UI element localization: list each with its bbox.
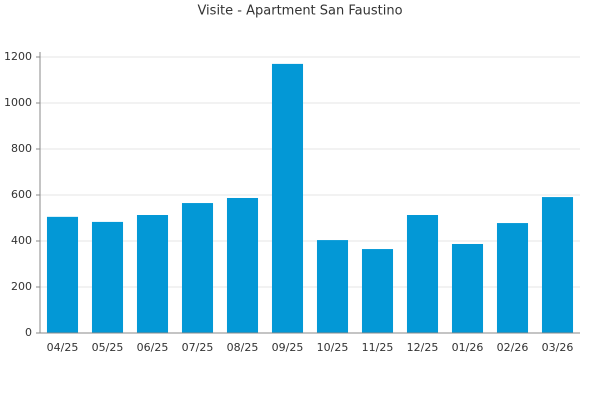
bar [136, 215, 169, 333]
x-tick-label: 04/25 [47, 341, 79, 354]
y-tick-label: 1000 [4, 96, 32, 109]
x-tick-label: 12/25 [407, 341, 439, 354]
bar [226, 197, 259, 333]
bar [361, 249, 394, 333]
y-tick-label: 800 [11, 142, 32, 155]
bar [496, 223, 529, 333]
x-tick-label: 02/26 [497, 341, 529, 354]
bar [46, 216, 79, 333]
y-tick-label: 400 [11, 234, 32, 247]
x-tick-label: 05/25 [92, 341, 124, 354]
bar [406, 215, 439, 333]
bar [91, 221, 124, 333]
y-tick-label: 1200 [4, 50, 32, 63]
bar [541, 197, 574, 333]
x-tick-label: 07/25 [182, 341, 214, 354]
x-tick-label: 08/25 [227, 341, 259, 354]
bar [181, 203, 214, 333]
bar [271, 63, 304, 334]
x-tick-label: 03/26 [542, 341, 574, 354]
x-tick-label: 10/25 [317, 341, 349, 354]
bar [451, 243, 484, 333]
x-tick-label: 01/26 [452, 341, 484, 354]
y-tick-label: 200 [11, 280, 32, 293]
bar [316, 240, 349, 333]
y-tick-label: 0 [25, 326, 32, 339]
x-tick-label: 11/25 [362, 341, 394, 354]
x-tick-label: 09/25 [272, 341, 304, 354]
x-tick-label: 06/25 [137, 341, 169, 354]
y-tick-label: 600 [11, 188, 32, 201]
chart-title: Visite - Apartment San Faustino [197, 4, 402, 19]
